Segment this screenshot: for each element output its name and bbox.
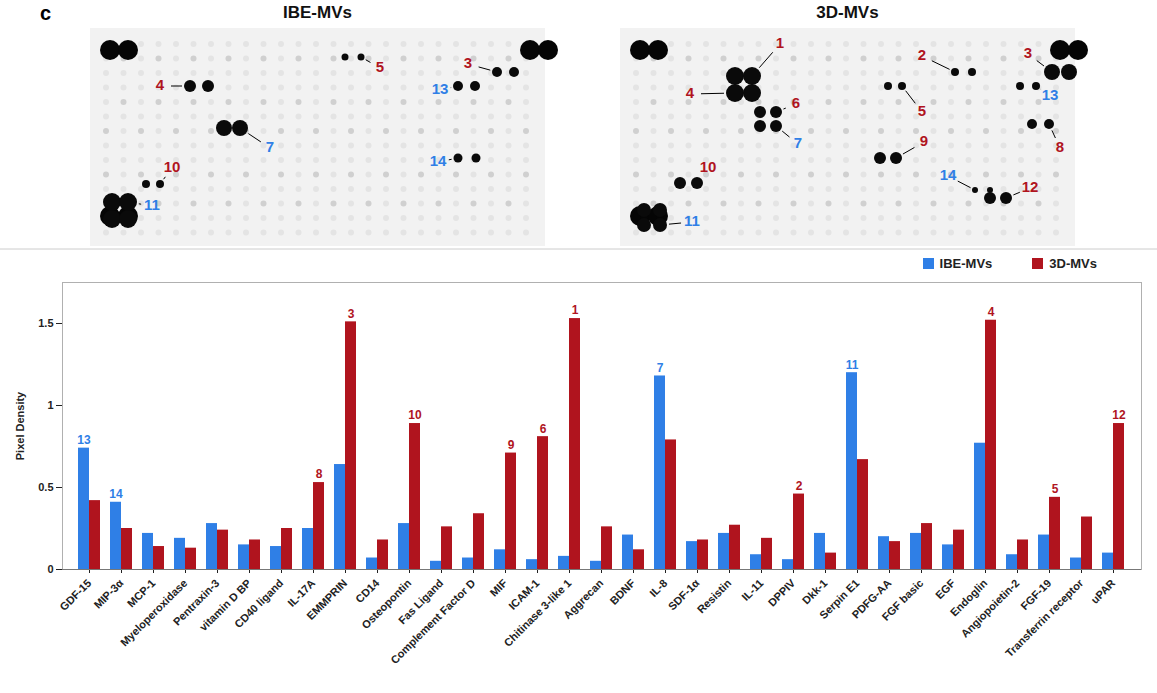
svg-text:Transferrin receptor: Transferrin receptor	[1003, 576, 1086, 659]
svg-text:ICAM-1: ICAM-1	[506, 576, 542, 612]
svg-text:12: 12	[1112, 408, 1126, 422]
svg-text:7: 7	[794, 134, 802, 151]
svg-text:4: 4	[156, 76, 165, 93]
svg-text:CD40 ligand: CD40 ligand	[232, 577, 285, 630]
svg-text:14: 14	[940, 166, 957, 183]
svg-text:BDNF: BDNF	[607, 577, 637, 607]
svg-text:IL-11: IL-11	[739, 577, 765, 603]
svg-text:5: 5	[918, 102, 926, 119]
svg-text:uPAR: uPAR	[1088, 577, 1117, 606]
svg-text:13: 13	[432, 80, 449, 97]
svg-text:GDF-15: GDF-15	[57, 577, 93, 613]
svg-text:4: 4	[988, 305, 995, 319]
svg-text:MCP-1: MCP-1	[124, 576, 158, 610]
svg-text:7: 7	[657, 361, 664, 375]
svg-text:Complement Factor D: Complement Factor D	[388, 577, 477, 666]
html-text:3D-MVs: 3D-MVs	[1049, 256, 1097, 271]
svg-text:Osteopontin: Osteopontin	[359, 576, 414, 631]
svg-text:13: 13	[1042, 86, 1059, 103]
svg-text:8: 8	[1056, 138, 1064, 155]
svg-text:Aggrecan: Aggrecan	[561, 577, 606, 622]
svg-text:FGF basic: FGF basic	[879, 577, 925, 623]
svg-text:c: c	[40, 2, 51, 24]
svg-text:14: 14	[430, 152, 447, 169]
svg-text:MIF: MIF	[488, 577, 510, 599]
svg-text:CD14: CD14	[353, 576, 382, 605]
svg-text:1.5: 1.5	[38, 317, 53, 329]
svg-text:14: 14	[109, 487, 123, 501]
svg-text:Myeloperoxidase: Myeloperoxidase	[117, 576, 190, 649]
svg-text:EMMPRIN: EMMPRIN	[304, 577, 349, 622]
svg-text:3: 3	[464, 54, 472, 71]
svg-text:5: 5	[376, 58, 384, 75]
svg-text:12: 12	[1022, 178, 1039, 195]
svg-text:3: 3	[1024, 44, 1032, 61]
svg-text:11: 11	[846, 358, 859, 372]
svg-text:3: 3	[348, 307, 355, 321]
svg-text:Dkk-1: Dkk-1	[800, 577, 830, 607]
svg-text:SDF-1α: SDF-1α	[665, 576, 702, 613]
svg-text:DPPIV: DPPIV	[766, 576, 798, 608]
svg-text:11: 11	[144, 196, 160, 213]
svg-text:11: 11	[684, 212, 700, 229]
svg-text:Pixel Density: Pixel Density	[14, 391, 26, 460]
svg-text:Chitinase 3-like 1: Chitinase 3-like 1	[501, 576, 574, 649]
html-text:IBE-MVs: IBE-MVs	[939, 256, 993, 271]
svg-text:10: 10	[164, 158, 181, 175]
svg-text:2: 2	[796, 479, 803, 493]
svg-text:Resistin: Resistin	[695, 577, 734, 616]
svg-text:EGF: EGF	[933, 577, 958, 602]
svg-text:2: 2	[918, 46, 926, 63]
svg-text:3D-MVs: 3D-MVs	[816, 3, 878, 22]
svg-text:MIP-3α: MIP-3α	[91, 577, 125, 611]
svg-text:IL-17A: IL-17A	[285, 576, 318, 609]
svg-text:13: 13	[77, 433, 91, 447]
svg-text:vitamin D BP: vitamin D BP	[196, 576, 254, 634]
svg-text:6: 6	[792, 94, 800, 111]
svg-text:1: 1	[572, 303, 579, 317]
svg-text:IL-8: IL-8	[647, 577, 669, 599]
svg-text:4: 4	[686, 84, 695, 101]
svg-text:PDFG-AA: PDFG-AA	[849, 576, 894, 621]
svg-text:Endoglin: Endoglin	[947, 576, 990, 619]
svg-text:8: 8	[316, 467, 323, 481]
svg-text:1: 1	[776, 34, 784, 51]
svg-text:9: 9	[920, 132, 928, 149]
svg-text:1: 1	[47, 399, 53, 411]
svg-text:Angiopoietin-2: Angiopoietin-2	[958, 577, 1021, 640]
svg-text:10: 10	[700, 158, 717, 175]
svg-text:5: 5	[1052, 482, 1059, 496]
svg-text:IBE-MVs: IBE-MVs	[283, 3, 352, 22]
svg-text:Serpin E1: Serpin E1	[817, 576, 862, 622]
svg-text:FGF-19: FGF-19	[1018, 576, 1054, 612]
svg-text:Fas Ligand: Fas Ligand	[395, 576, 446, 627]
svg-text:6: 6	[540, 422, 547, 436]
svg-text:9: 9	[508, 438, 515, 452]
svg-text:0: 0	[47, 563, 53, 575]
svg-text:10: 10	[408, 408, 422, 422]
svg-text:0.5: 0.5	[38, 481, 53, 493]
svg-text:Pentraxin-3: Pentraxin-3	[170, 576, 222, 628]
svg-text:7: 7	[266, 138, 274, 155]
